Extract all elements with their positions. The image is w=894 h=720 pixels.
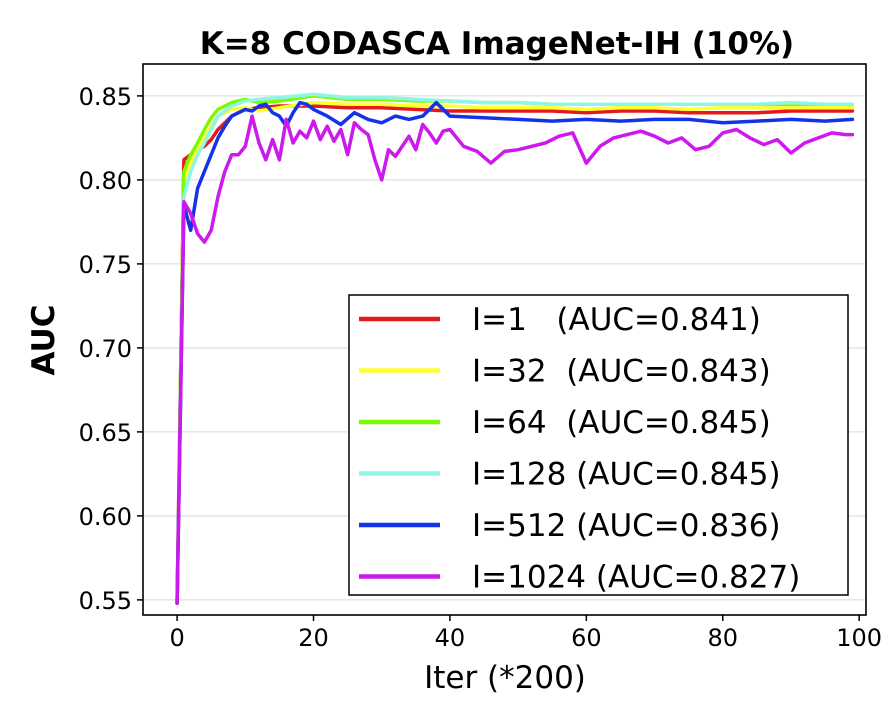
chart-title: K=8 CODASCA ImageNet-IH (10%) [200,26,794,62]
y-axis-ticks: 0.55 0.60 0.65 0.70 0.75 0.80 0.85 [79,83,143,615]
y-tick-label: 0.55 [79,587,132,615]
legend-label-6: I=1024 (AUC=0.827) [472,560,800,596]
legend-label-4: I=128 (AUC=0.845) [472,457,781,493]
x-tick-label: 80 [707,624,738,652]
legend-label-5: I=512 (AUC=0.836) [472,508,781,544]
legend-label-3: I=64 (AUC=0.845) [472,405,771,441]
legend-label-1: I=1 (AUC=0.841) [472,302,761,338]
series-line-4 [175,92,855,605]
y-tick-label: 0.80 [79,167,132,195]
x-tick-label: 60 [571,624,602,652]
y-axis-label: AUC [26,305,62,376]
x-tick-label: 20 [298,624,329,652]
x-tick-label: 40 [435,624,466,652]
y-tick-label: 0.70 [79,335,132,363]
legend: I=1 (AUC=0.841) I=32 (AUC=0.843) I=64 (AUC… [348,294,849,596]
x-tick-label: 100 [836,624,882,652]
x-axis-label: Iter (*200) [424,660,586,696]
y-tick-label: 0.65 [79,419,132,447]
legend-label-2: I=32 (AUC=0.843) [472,354,771,390]
y-tick-label: 0.75 [79,251,132,279]
series-line-6 [175,114,855,605]
series-line-2 [175,100,855,605]
y-tick-label: 0.60 [79,503,132,531]
legend-box [348,294,849,596]
series-line-5 [175,100,855,605]
x-tick-label: 0 [169,624,184,652]
series-line-1 [175,104,855,605]
y-tick-label: 0.85 [79,83,132,111]
plot-area-frame [142,63,867,616]
series-lines [175,92,855,605]
x-axis-ticks: 0 20 40 60 80 100 [169,615,882,652]
